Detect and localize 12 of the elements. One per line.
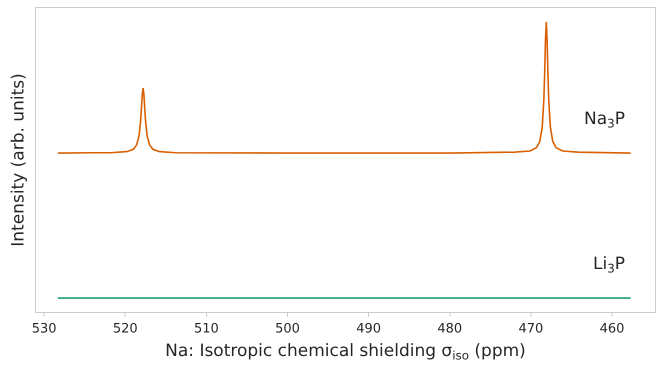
series-label: Na$_{3}$P [584,109,625,131]
x-tick-label: 490 [356,322,382,337]
y-axis-title: Intensity (arb. units) [8,73,28,247]
x-tick-label: 500 [275,322,300,337]
x-tick-label: 460 [600,322,624,337]
series-label: Li$_{3}$P [593,254,626,276]
x-tick-label: 510 [194,322,219,337]
x-tick-label: 470 [518,322,544,337]
x-tick-label: 480 [437,322,462,337]
x-tick-label: 520 [112,322,138,337]
x-tick-label: 530 [32,322,57,337]
x-axis-title: Na: Isotropic chemical shielding σ$_{iso}$ (ppm) [165,341,526,363]
